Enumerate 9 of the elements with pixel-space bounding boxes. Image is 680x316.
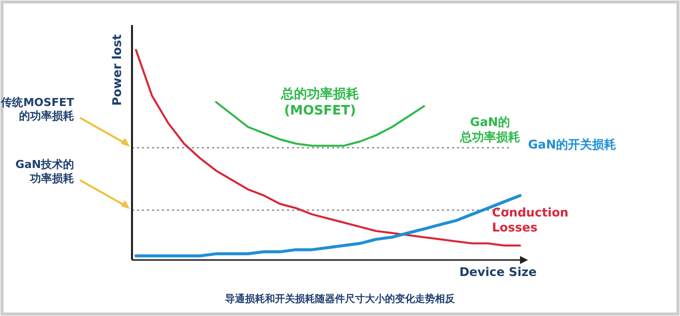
y-axis-title: Power lost xyxy=(110,34,124,106)
series-label: 总的功率损耗(MOSFET) xyxy=(280,86,359,118)
annotation: GaN的总功率损耗 xyxy=(459,115,520,144)
ref-line-label: GaN技术的功率损耗 xyxy=(15,158,74,185)
ref-line-label: 传统MOSFET的功率损耗 xyxy=(0,96,74,123)
x-axis-title: Device Size xyxy=(459,265,537,279)
text: 导通损耗和开关损耗随器件尺寸大小的变化走势相反 xyxy=(225,293,456,305)
text: GaN的开关损耗 xyxy=(528,138,616,152)
series-label: Conduction Losses xyxy=(492,206,568,235)
